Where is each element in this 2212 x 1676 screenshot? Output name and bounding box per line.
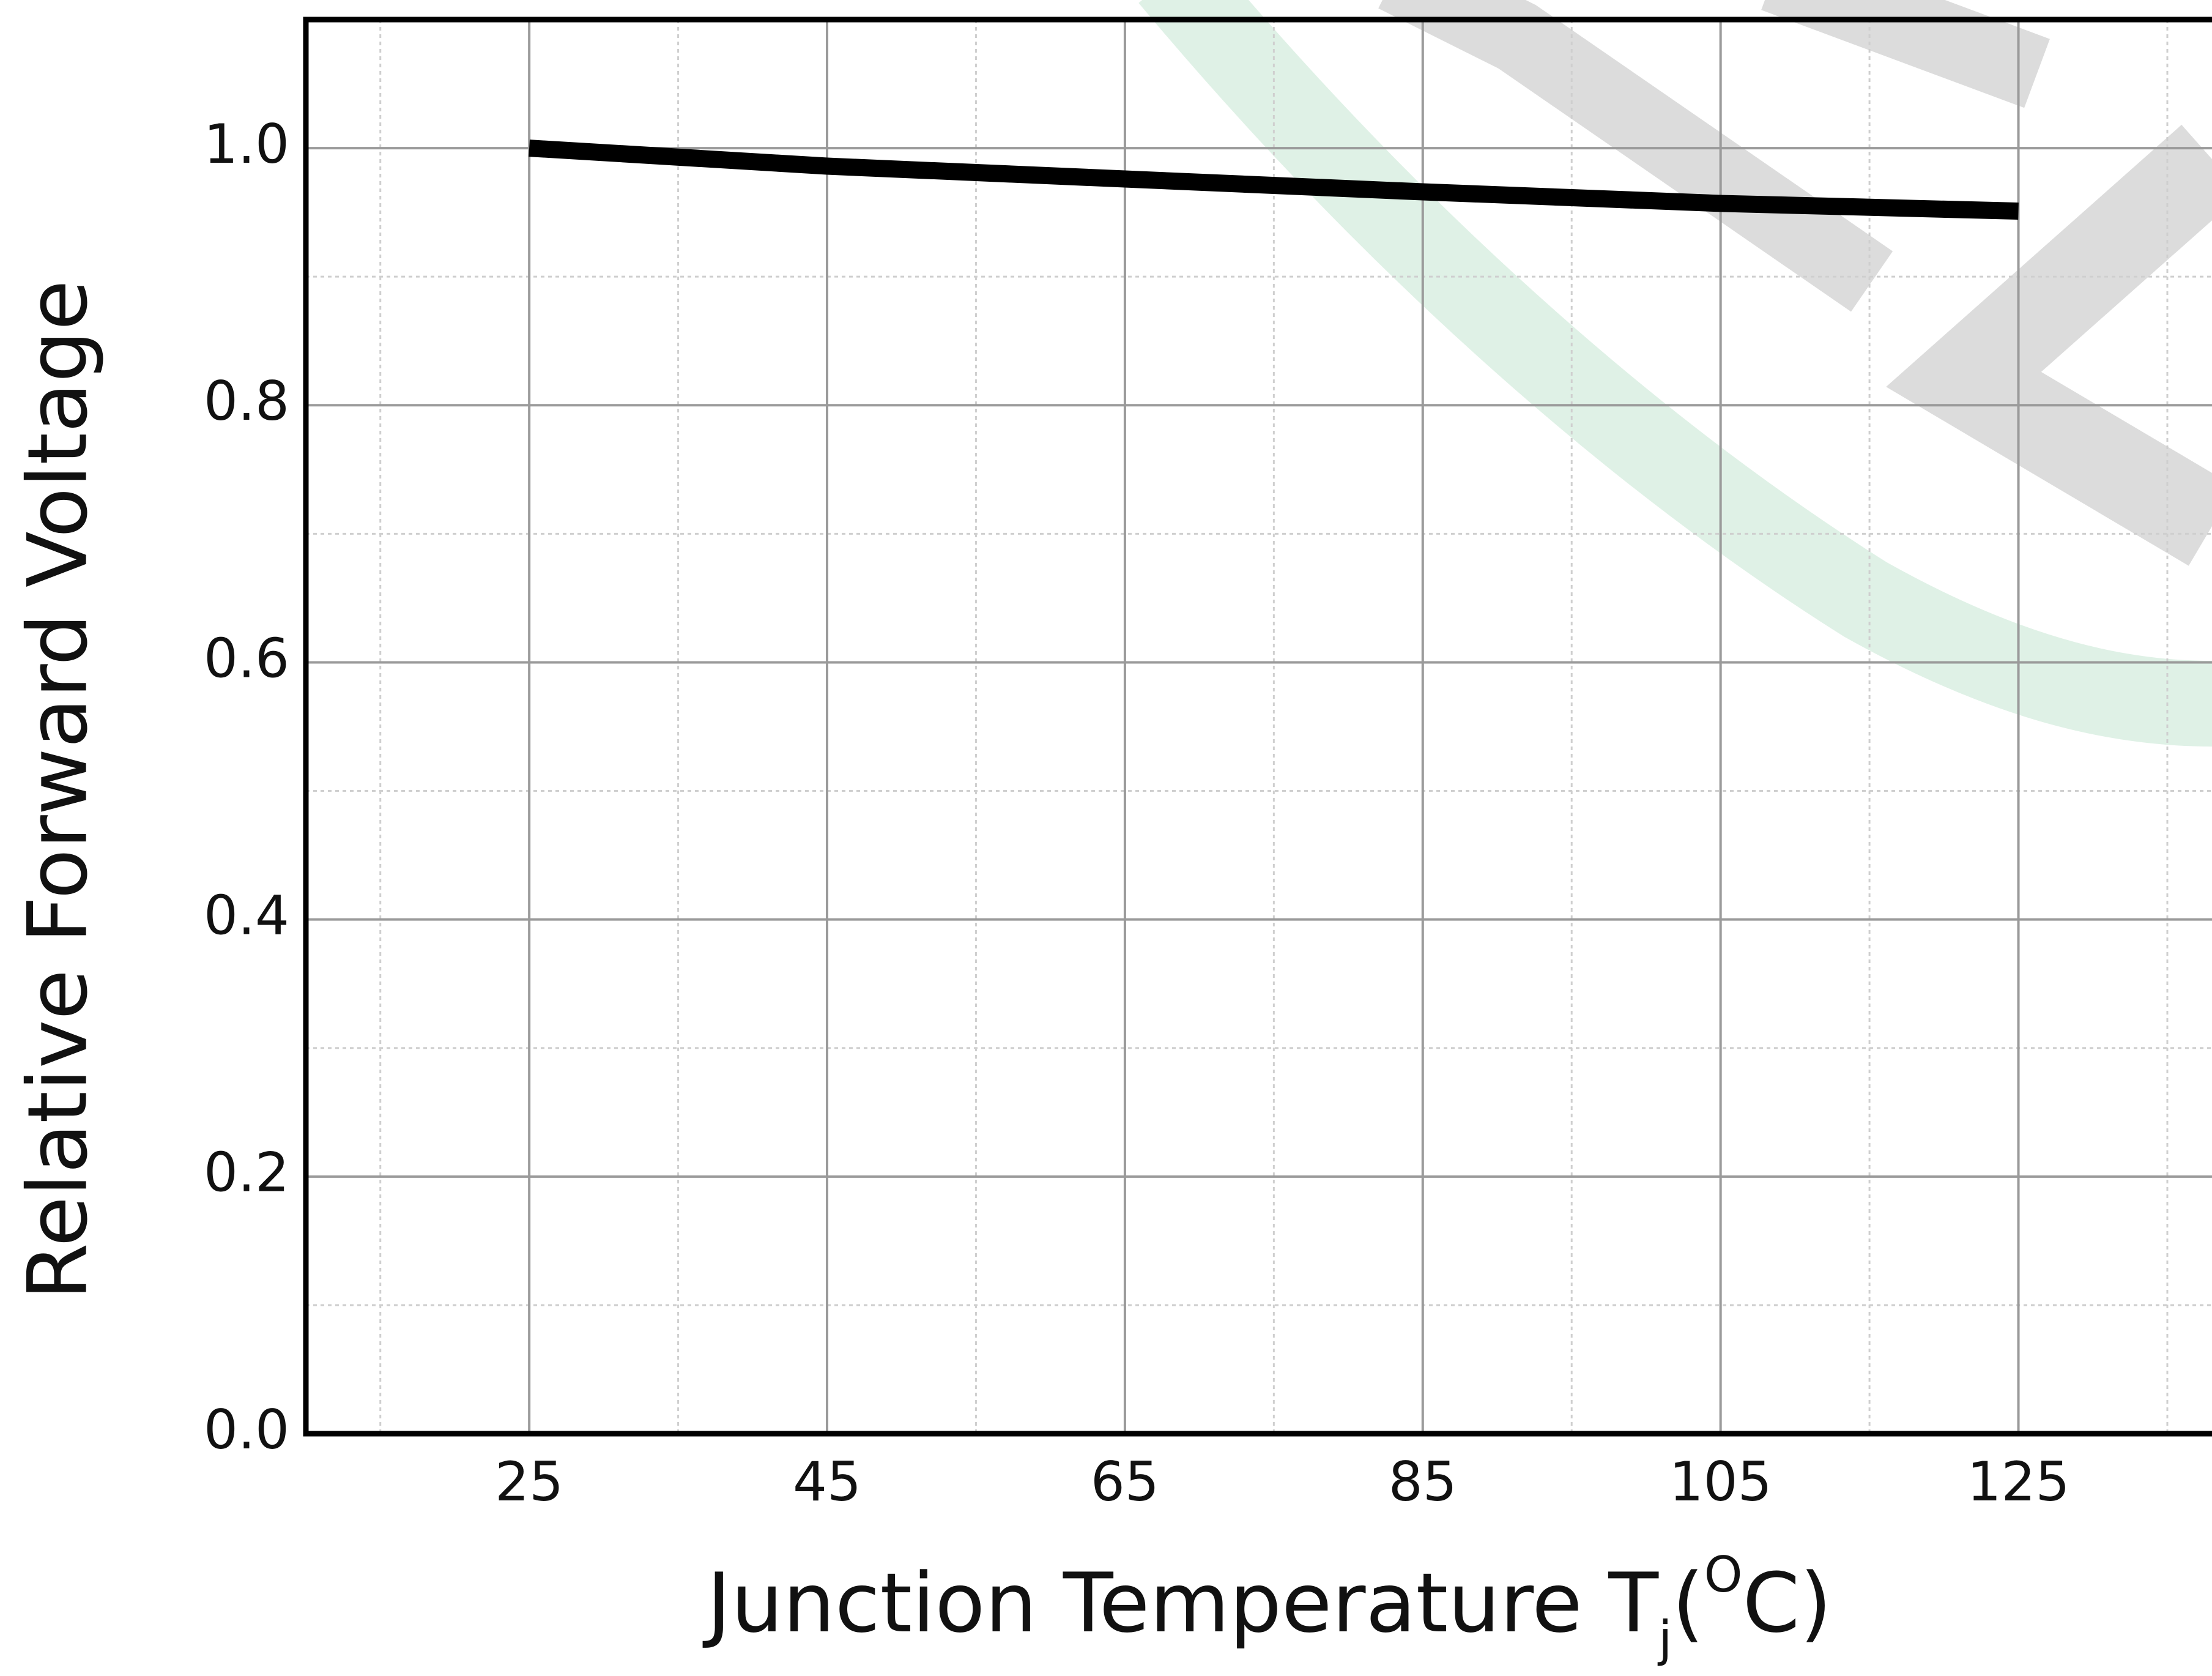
y-tick-label: 0.8	[204, 370, 289, 433]
x-axis-label-subscript: j	[1657, 1611, 1672, 1667]
y-tick-label: 0.2	[204, 1141, 289, 1204]
x-tick-label: 45	[793, 1450, 861, 1513]
x-axis-label: Junction Temperature Tj(OC)	[703, 1546, 1832, 1667]
data-line	[529, 140, 2019, 220]
x-tick-label: 85	[1389, 1450, 1457, 1513]
watermark-chevron	[1886, 124, 2212, 566]
x-tick-label: 105	[1669, 1450, 1772, 1513]
y-tick-label: 0.6	[204, 627, 289, 690]
x-axis-label-degree: O	[1704, 1546, 1743, 1603]
watermark	[1138, 0, 2212, 747]
watermark-chevron	[1761, 0, 2050, 108]
x-tick-label: 125	[1967, 1450, 2070, 1513]
y-axis-label: Relative Forward Voltage	[10, 280, 106, 1300]
y-tick-label: 0.4	[204, 884, 289, 947]
x-tick-label: 25	[495, 1450, 563, 1513]
x-axis-label-text: Junction Temperature T	[703, 1555, 1660, 1651]
axis-frame	[303, 17, 2212, 1437]
y-tick-label: 0.0	[204, 1398, 289, 1461]
x-axis-label-unit-close: C)	[1743, 1555, 1832, 1651]
y-tick-label: 1.0	[204, 113, 289, 176]
x-tick-label: 65	[1091, 1450, 1159, 1513]
x-axis-label-unit-open: (	[1672, 1555, 1704, 1651]
